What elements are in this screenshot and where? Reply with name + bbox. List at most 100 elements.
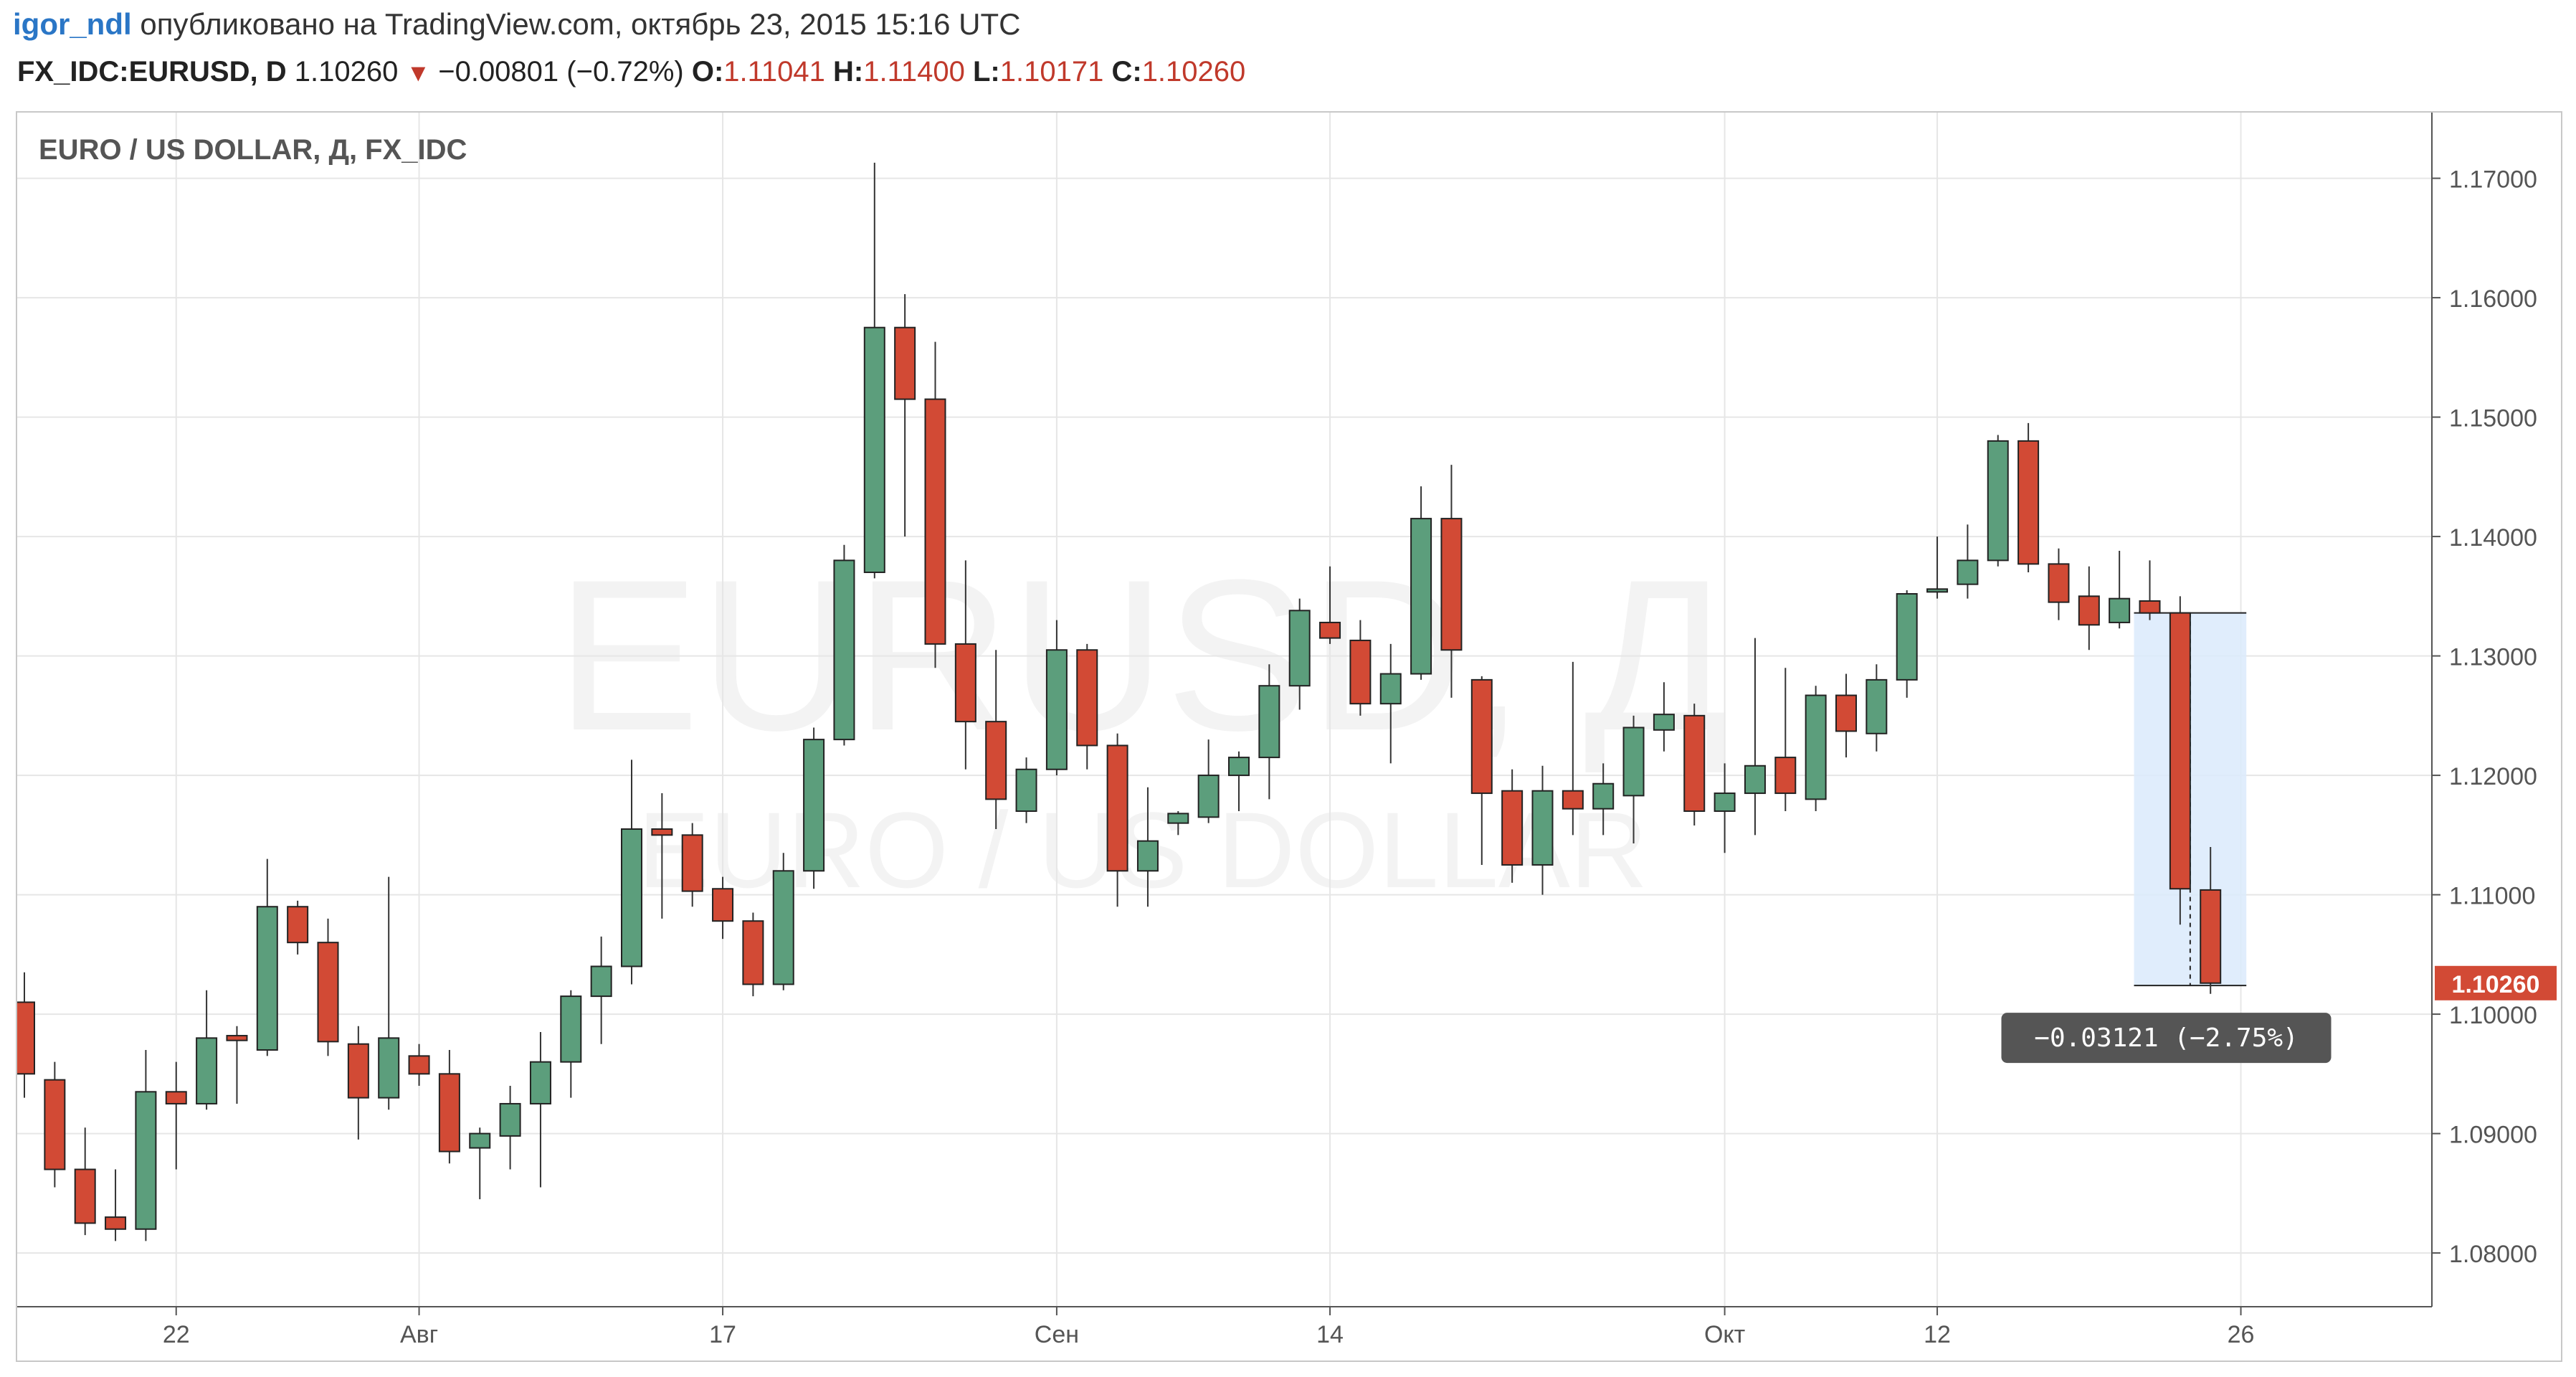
- candle: [590, 936, 612, 1044]
- x-tick-label: 26: [2228, 1321, 2255, 1348]
- candle: [863, 162, 885, 579]
- candle-body-down: [1683, 714, 1706, 813]
- candle: [651, 793, 673, 919]
- candle-body-up: [1592, 782, 1615, 810]
- candle-body-down: [226, 1035, 248, 1041]
- candle-body-up: [1045, 649, 1068, 770]
- chart-panel[interactable]: EURUSD, Д EURO / US DOLLAR 1.170001.1600…: [16, 111, 2562, 1362]
- candle-body-down: [2169, 612, 2191, 890]
- candle-body-down: [17, 1001, 35, 1075]
- measure-label: −0.03121 (−2.75%): [2034, 1023, 2298, 1053]
- candle: [1228, 751, 1250, 812]
- y-tick-label: 1.16000: [2449, 285, 2537, 313]
- candle-body-down: [2200, 889, 2222, 984]
- open-label: O:: [691, 56, 724, 87]
- candle: [2048, 548, 2070, 620]
- candle: [1045, 620, 1068, 776]
- time-axis[interactable]: 22 Авг 17 Сен 14 Окт 12 26: [17, 1306, 2432, 1348]
- overlays: 1.10260 −0.03121 (−2.75%): [2001, 965, 2557, 1064]
- candle: [1288, 598, 1311, 710]
- x-tick-label: 14: [1316, 1321, 1344, 1348]
- candle: [833, 544, 855, 746]
- candle-body-up: [135, 1091, 157, 1230]
- candle: [499, 1085, 521, 1170]
- candle: [1592, 763, 1615, 836]
- candle: [712, 876, 734, 940]
- candle: [2017, 422, 2040, 573]
- watermark-symbol: EURUSD, Д: [556, 534, 1730, 775]
- candle: [1896, 590, 1918, 698]
- candle-body-down: [317, 942, 339, 1043]
- author-link[interactable]: igor_ndl: [13, 7, 132, 41]
- candle-body-down: [1319, 621, 1341, 639]
- symbol-name: FX_IDC:EURUSD, D: [17, 56, 287, 87]
- candle-body-up: [1258, 685, 1280, 759]
- candle: [1805, 686, 1827, 812]
- candle-body-up: [833, 559, 855, 741]
- candle: [1562, 661, 1584, 836]
- price-change: −0.00801 (−0.72%): [438, 56, 684, 87]
- y-tick-label: 1.09000: [2449, 1122, 2537, 1149]
- symbol-info: FX_IDC:EURUSD, D 1.10260 ▼ −0.00801 (−0.…: [17, 56, 1245, 88]
- last-price-badge: [2435, 965, 2557, 1000]
- candle: [924, 341, 946, 668]
- candle: [1683, 704, 1706, 826]
- price-axis[interactable]: 1.17000 1.16000 1.15000 1.14000 1.13000 1.120…: [2431, 113, 2537, 1307]
- candle: [317, 918, 339, 1056]
- candle: [378, 876, 400, 1110]
- candle: [1319, 566, 1341, 644]
- candle: [1501, 769, 1524, 883]
- y-tick-label: 1.11000: [2449, 883, 2535, 910]
- candle: [1866, 664, 1888, 752]
- candle-body-down: [1501, 790, 1524, 866]
- candle-body-down: [651, 828, 673, 836]
- candle: [529, 1032, 551, 1188]
- candle: [226, 1026, 248, 1104]
- candle: [1167, 811, 1189, 836]
- candle: [1379, 643, 1402, 764]
- low-value: 1.10171: [999, 56, 1104, 87]
- candle: [256, 858, 278, 1056]
- candle-body-up: [863, 326, 885, 574]
- candle-body-up: [1167, 813, 1189, 824]
- candlestick-chart[interactable]: EURUSD, Д EURO / US DOLLAR 1.170001.1600…: [17, 113, 2561, 1361]
- candle: [165, 1061, 187, 1170]
- candle-body-up: [1228, 757, 1250, 777]
- candle: [347, 1026, 369, 1140]
- publish-text: опубликовано на TradingView.com, октябрь…: [140, 7, 1021, 41]
- candle-body-down: [1440, 518, 1463, 651]
- high-value: 1.11400: [863, 56, 965, 87]
- x-tick-label: 22: [163, 1321, 190, 1348]
- candle: [196, 990, 218, 1110]
- candle-body-up: [1714, 792, 1736, 813]
- open-value: 1.11041: [723, 56, 825, 87]
- candle-body-up: [1288, 610, 1311, 687]
- candle-body-up: [378, 1037, 400, 1099]
- candle: [1258, 664, 1280, 800]
- candle: [742, 912, 764, 997]
- chart-header: igor_ndl опубликовано на TradingView.com…: [13, 7, 2565, 100]
- candle: [1015, 757, 1037, 823]
- candle-body-down: [924, 398, 946, 645]
- candle-body-down: [712, 888, 734, 922]
- candle-body-down: [74, 1168, 96, 1224]
- candle-body-down: [44, 1079, 66, 1170]
- candle: [408, 1044, 430, 1086]
- candle-body-down: [165, 1091, 187, 1104]
- x-tick-label: 12: [1924, 1321, 1951, 1348]
- candle: [1410, 486, 1432, 680]
- candle: [287, 900, 309, 955]
- candle: [1987, 435, 2009, 567]
- x-tick-label: Авг: [400, 1321, 438, 1348]
- candle-body-down: [954, 643, 976, 723]
- candle-body-up: [1015, 768, 1037, 813]
- candle: [438, 1050, 460, 1164]
- close-label: C:: [1111, 56, 1142, 87]
- publish-info: igor_ndl опубликовано на TradingView.com…: [13, 7, 1020, 42]
- candle-body-down: [1562, 790, 1584, 810]
- candle: [772, 853, 794, 990]
- measure-badge: [2001, 1013, 2332, 1064]
- y-tick-label: 1.13000: [2449, 644, 2537, 671]
- candle: [1531, 765, 1554, 895]
- candle: [560, 990, 582, 1098]
